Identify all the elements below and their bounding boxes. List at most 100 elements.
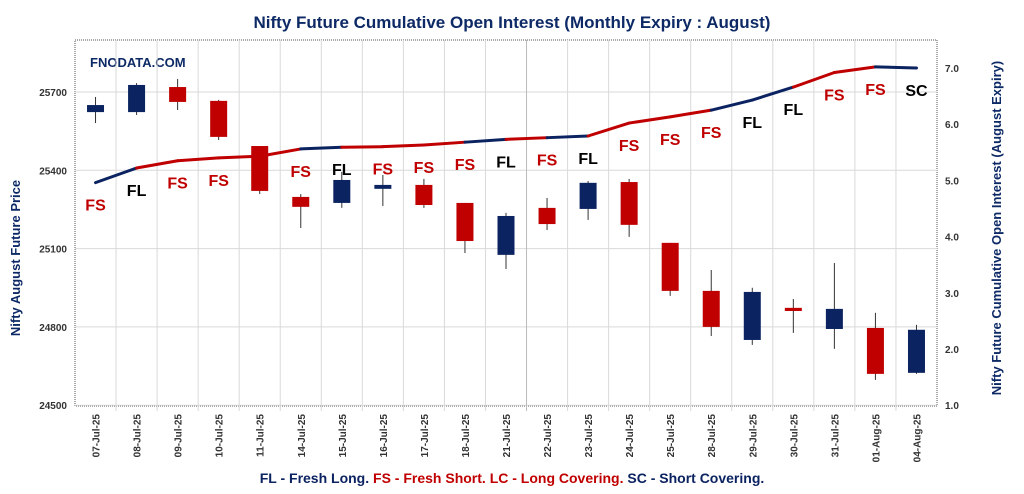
x-tick-label: 08-Jul-25 [133,414,144,458]
y-right-tick-label: 2.0 [945,345,959,356]
signal-label: FL [578,151,598,168]
x-tick-label: 15-Jul-25 [338,414,349,458]
oi-line-segment [873,65,918,70]
x-tick-label: 16-Jul-25 [379,414,390,458]
oi-line-segment [545,134,590,140]
candle-body [497,215,515,255]
candle-body [456,202,474,242]
oi-line-segment [422,140,467,147]
y-axis-right-label: Nifty Future Cumulative Open Interest (A… [989,61,1004,395]
candle-body [210,100,228,137]
signal-label: FL [332,162,352,179]
x-tick-label: 30-Jul-25 [789,414,800,458]
oi-line-segment [627,115,672,125]
signal-label: FS [824,87,845,104]
oi-line-segment [709,98,754,112]
signal-label: FS [660,132,681,149]
oi-line-segment [586,121,631,138]
candle-body [251,146,269,191]
candle-body [292,196,310,207]
candle-body [374,184,392,189]
y-left-tick-label: 25400 [39,166,67,177]
signal-label: FS [455,157,476,174]
oi-line-segment [94,166,139,185]
candle-body [866,327,884,374]
oi-line-segment [750,85,795,102]
candle-body [825,308,843,329]
oi-line-segment [463,137,508,144]
x-tick-label: 18-Jul-25 [461,414,472,458]
oi-line-segment [176,156,221,163]
candle-body [743,291,761,340]
legend-fs-lc: FS - Fresh Short. LC - Long Covering. [373,470,624,486]
plot-frame [74,39,938,407]
candle-body [87,105,105,113]
candle-body [579,182,597,209]
signal-label: FS [619,138,640,155]
y-right-tick-label: 6.0 [945,120,959,131]
y-right-tick-label: 1.0 [945,401,959,412]
candle-body [538,207,556,225]
x-tick-label: 10-Jul-25 [215,414,226,458]
x-tick-label: 17-Jul-25 [420,414,431,458]
signal-label: FS [167,176,188,193]
candle-body [907,329,925,373]
y-left-tick-label: 25700 [39,88,67,99]
candle-body [702,290,720,327]
oi-line-segment [135,159,180,170]
oi-line-segment [381,143,426,149]
y-right-tick-label: 5.0 [945,176,959,187]
chart-svg: Nifty Future Cumulative Open Interest (M… [8,13,1004,463]
y-left-tick-label: 24800 [39,323,67,334]
x-tick-label: 07-Jul-25 [92,414,103,458]
y-right-tick-label: 7.0 [945,64,959,75]
signal-label: FL [496,154,516,171]
x-tick-label: 01-Aug-25 [871,414,882,463]
oi-line-segment [832,65,877,74]
x-tick-label: 29-Jul-25 [748,414,759,458]
watermark: FNODATA.COM [90,55,186,70]
signal-label: FS [537,153,558,170]
candle-body [169,87,187,102]
legend-sc: SC - Short Covering. [627,470,765,486]
y-axis-left-label: Nifty August Future Price [8,180,23,336]
candle-body [620,182,638,225]
x-tick-label: 23-Jul-25 [584,414,595,458]
y-left-tick-label: 25100 [39,245,67,256]
candle-body [784,307,802,311]
signal-label: FS [414,160,435,177]
x-tick-label: 25-Jul-25 [666,414,677,458]
x-tick-label: 31-Jul-25 [830,414,841,458]
x-tick-label: 14-Jul-25 [297,414,308,458]
signal-label: FL [743,115,763,132]
signal-label: FS [865,82,886,99]
oi-line-segment [340,145,385,149]
y-right-tick-label: 3.0 [945,289,959,300]
signal-label: FS [291,164,312,181]
candle-body [128,84,146,113]
candle-body [333,179,351,203]
signal-label: FL [127,183,147,200]
signal-label: FS [208,173,229,190]
legend: FL - Fresh Long. FS - Fresh Short. LC - … [0,470,1024,486]
x-tick-label: 21-Jul-25 [502,414,513,458]
signal-label: SC [905,83,928,100]
x-tick-label: 22-Jul-25 [543,414,554,458]
x-tick-label: 11-Jul-25 [256,414,267,457]
y-left-tick-label: 24500 [39,401,67,412]
signal-label: FS [85,198,106,215]
oi-line-segment [299,145,344,151]
chart-title: Nifty Future Cumulative Open Interest (M… [254,13,771,32]
x-tick-label: 09-Jul-25 [174,414,185,458]
signal-label: FS [701,125,722,142]
oi-line-segment [791,70,836,89]
oi-line-segment [504,136,549,141]
signal-label: FS [373,162,394,179]
y-right-tick-label: 4.0 [945,233,959,244]
candle-body [661,242,679,291]
x-tick-label: 28-Jul-25 [707,414,718,458]
x-tick-label: 04-Aug-25 [912,414,923,463]
legend-fl: FL - Fresh Long. [259,470,370,486]
oi-line-segment [668,108,713,119]
